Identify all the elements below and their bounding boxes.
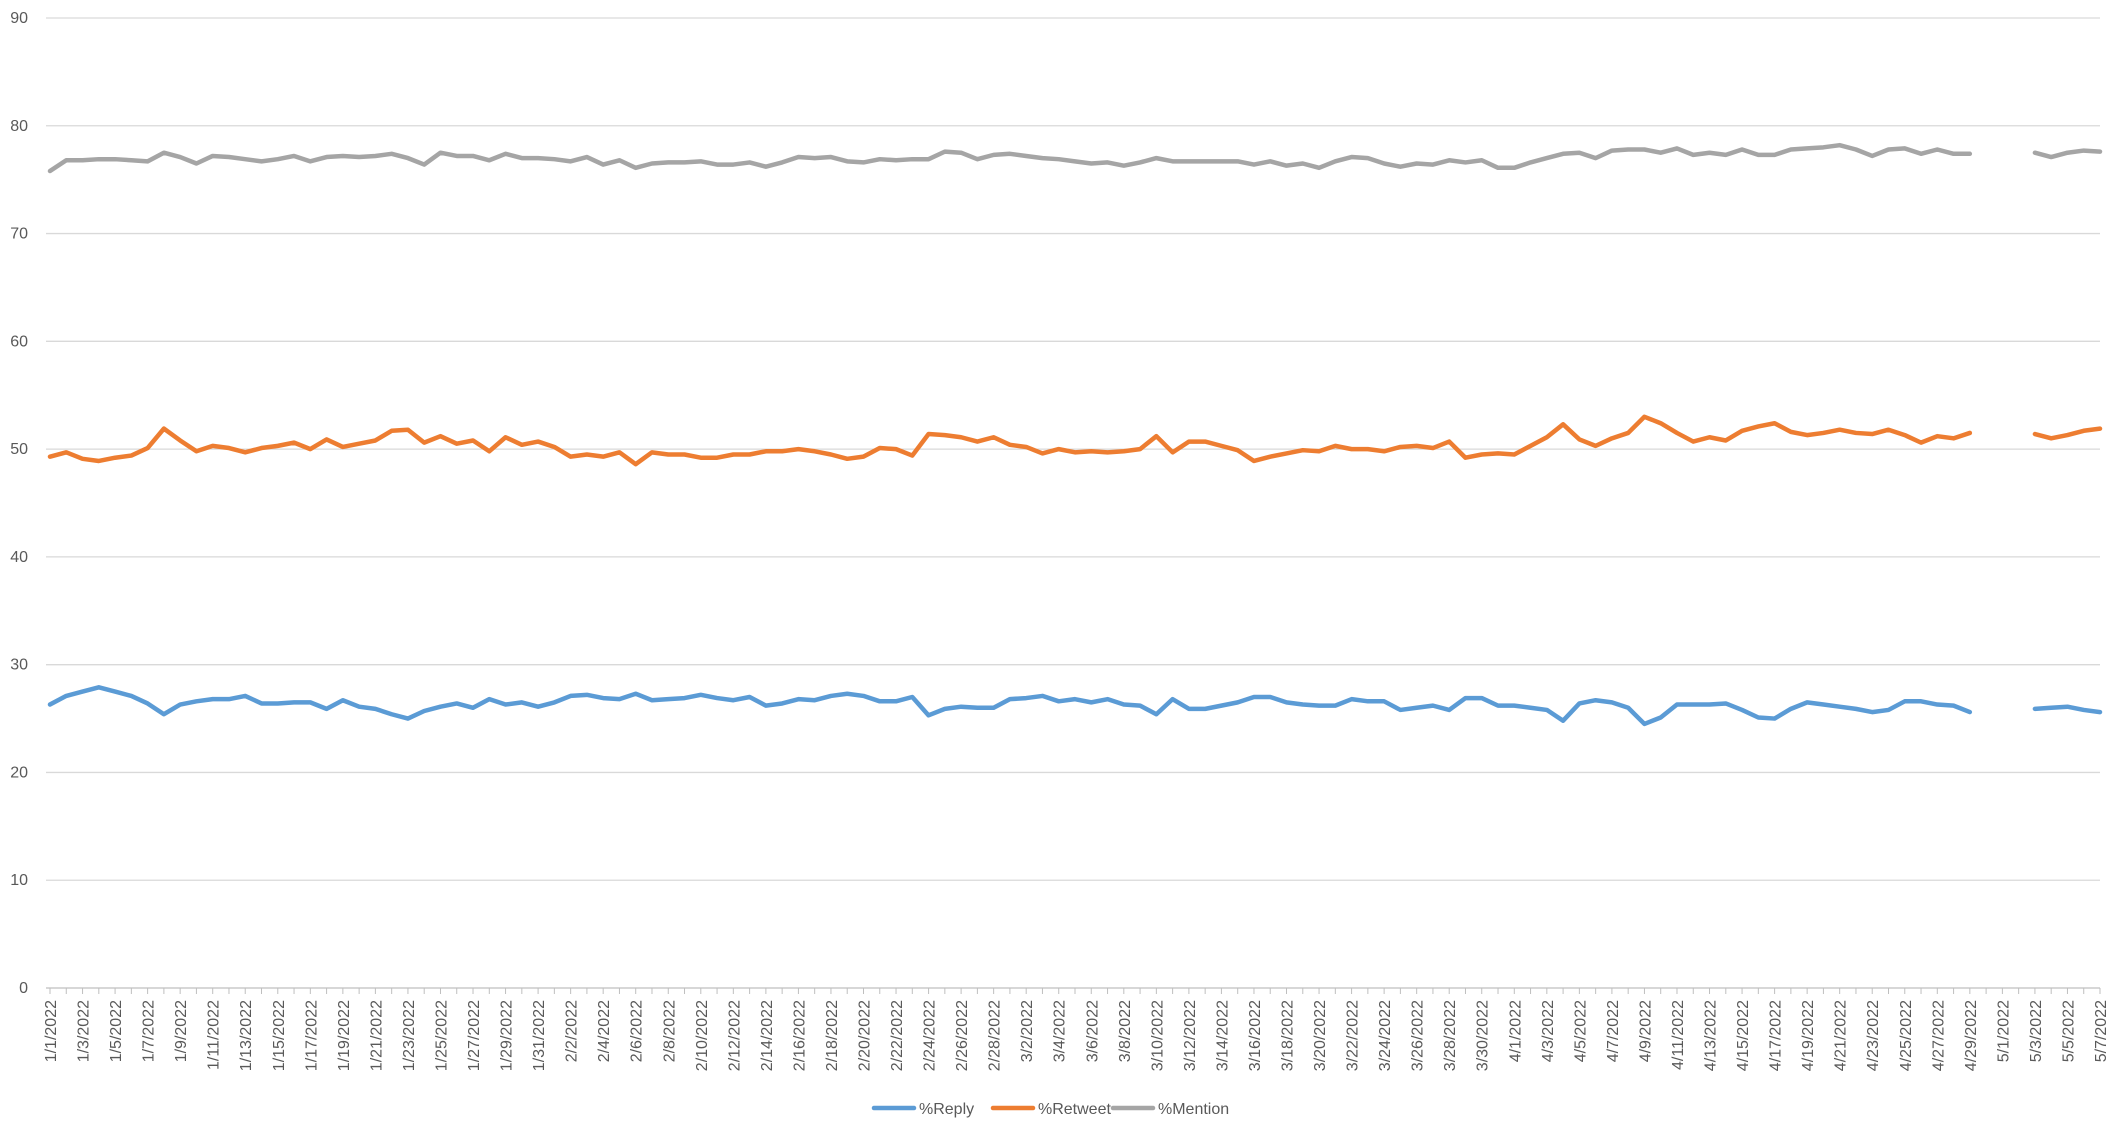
x-tick-label: 1/13/2022 <box>238 1000 255 1071</box>
series-line-mention <box>47 142 2103 174</box>
x-tick-label: 3/30/2022 <box>1475 1000 1492 1071</box>
x-tick-label: 5/3/2022 <box>2028 1000 2045 1062</box>
x-tick-label: 3/14/2022 <box>1214 1000 1231 1071</box>
x-tick-label: 3/6/2022 <box>1084 1000 1101 1062</box>
x-tick-label: 2/8/2022 <box>661 1000 678 1062</box>
x-tick-label: 4/25/2022 <box>1898 1000 1915 1071</box>
x-tick-label: 1/17/2022 <box>303 1000 320 1071</box>
x-tick-label: 3/24/2022 <box>1377 1000 1394 1071</box>
x-tick-label: 4/7/2022 <box>1605 1000 1622 1062</box>
x-tick-label: 3/16/2022 <box>1247 1000 1264 1071</box>
x-tick-label: 2/12/2022 <box>726 1000 743 1071</box>
series-lines <box>47 142 2103 727</box>
x-tick-label: 1/3/2022 <box>76 1000 93 1062</box>
x-tick-label: 5/5/2022 <box>2060 1000 2077 1062</box>
y-tick-label: 10 <box>10 872 28 889</box>
x-tick-label: 4/29/2022 <box>1963 1000 1980 1071</box>
y-tick-label: 50 <box>10 441 28 458</box>
x-tick-label: 2/6/2022 <box>629 1000 646 1062</box>
x-tick-label: 2/28/2022 <box>987 1000 1004 1071</box>
x-tick-label: 4/1/2022 <box>1507 1000 1524 1062</box>
y-tick-label: 60 <box>10 333 28 350</box>
x-tick-label: 5/7/2022 <box>2093 1000 2110 1062</box>
x-tick-label: 1/29/2022 <box>499 1000 516 1071</box>
series-line-retweet <box>47 414 2103 467</box>
x-tick-label: 2/14/2022 <box>759 1000 776 1071</box>
legend-label: %Mention <box>1158 1101 1229 1118</box>
x-tick-label: 1/19/2022 <box>336 1000 353 1071</box>
legend-label: %Reply <box>919 1101 974 1118</box>
x-tick-label: 3/22/2022 <box>1345 1000 1362 1071</box>
x-tick-label: 1/25/2022 <box>433 1000 450 1071</box>
y-tick-label: 80 <box>10 118 28 135</box>
series-line-reply <box>47 685 2103 727</box>
x-tick-label: 2/10/2022 <box>694 1000 711 1071</box>
y-tick-label: 70 <box>10 226 28 243</box>
x-tick-label: 2/18/2022 <box>824 1000 841 1071</box>
x-tick-label: 1/27/2022 <box>466 1000 483 1071</box>
x-tick-label: 4/19/2022 <box>1800 1000 1817 1071</box>
x-axis <box>46 987 2101 994</box>
x-tick-label: 1/31/2022 <box>531 1000 548 1071</box>
gridlines <box>46 17 2100 881</box>
x-tick-label: 4/13/2022 <box>1703 1000 1720 1071</box>
x-tick-label: 5/1/2022 <box>1995 1000 2012 1062</box>
x-tick-label: 2/26/2022 <box>954 1000 971 1071</box>
x-tick-label: 3/12/2022 <box>1182 1000 1199 1071</box>
x-tick-label: 1/23/2022 <box>401 1000 418 1071</box>
x-tick-label: 3/10/2022 <box>1149 1000 1166 1071</box>
x-tick-label: 3/28/2022 <box>1442 1000 1459 1071</box>
legend: %Reply %Retweet %Mention <box>871 1101 1229 1118</box>
x-tick-label: 3/4/2022 <box>1052 1000 1069 1062</box>
x-tick-label: 4/9/2022 <box>1637 1000 1654 1062</box>
x-tick-label: 1/1/2022 <box>43 1000 60 1062</box>
x-tick-label: 2/4/2022 <box>596 1000 613 1062</box>
x-tick-label: 2/16/2022 <box>791 1000 808 1071</box>
x-tick-label: 3/8/2022 <box>1117 1000 1134 1062</box>
x-tick-label: 4/3/2022 <box>1540 1000 1557 1062</box>
x-tick-label: 2/20/2022 <box>856 1000 873 1071</box>
x-tick-label: 4/11/2022 <box>1670 1000 1687 1070</box>
x-tick-label: 1/5/2022 <box>108 1000 125 1062</box>
x-tick-label: 3/26/2022 <box>1410 1000 1427 1071</box>
x-tick-label: 4/5/2022 <box>1572 1000 1589 1062</box>
x-tick-label: 1/15/2022 <box>271 1000 288 1071</box>
x-tick-label: 2/22/2022 <box>889 1000 906 1071</box>
y-tick-label: 0 <box>19 980 28 997</box>
x-tick-label: 1/11/2022 <box>206 1000 223 1070</box>
x-axis-tick-labels: 1/1/2022 1/3/2022 1/5/2022 1/7/2022 1/9/2022… <box>43 1000 2110 1071</box>
x-tick-label: 2/2/2022 <box>564 1000 581 1062</box>
x-tick-label: 2/24/2022 <box>922 1000 939 1071</box>
legend-label: %Retweet <box>1038 1101 1111 1118</box>
x-tick-label: 4/23/2022 <box>1865 1000 1882 1071</box>
x-tick-label: 4/21/2022 <box>1833 1000 1850 1071</box>
x-tick-label: 4/27/2022 <box>1930 1000 1947 1071</box>
y-axis-tick-labels: 0 10 20 30 40 50 60 70 80 90 <box>10 10 28 997</box>
x-tick-label: 1/21/2022 <box>368 1000 385 1071</box>
x-tick-label: 3/2/2022 <box>1019 1000 1036 1062</box>
x-tick-label: 4/15/2022 <box>1735 1000 1752 1071</box>
y-tick-label: 90 <box>10 10 28 27</box>
x-tick-label: 1/9/2022 <box>173 1000 190 1062</box>
x-tick-label: 3/18/2022 <box>1280 1000 1297 1071</box>
y-tick-label: 20 <box>10 764 28 781</box>
y-tick-label: 40 <box>10 549 28 566</box>
x-tick-label: 4/17/2022 <box>1768 1000 1785 1071</box>
y-tick-label: 30 <box>10 657 28 674</box>
x-tick-label: 3/20/2022 <box>1312 1000 1329 1071</box>
x-tick-label: 1/7/2022 <box>141 1000 158 1062</box>
